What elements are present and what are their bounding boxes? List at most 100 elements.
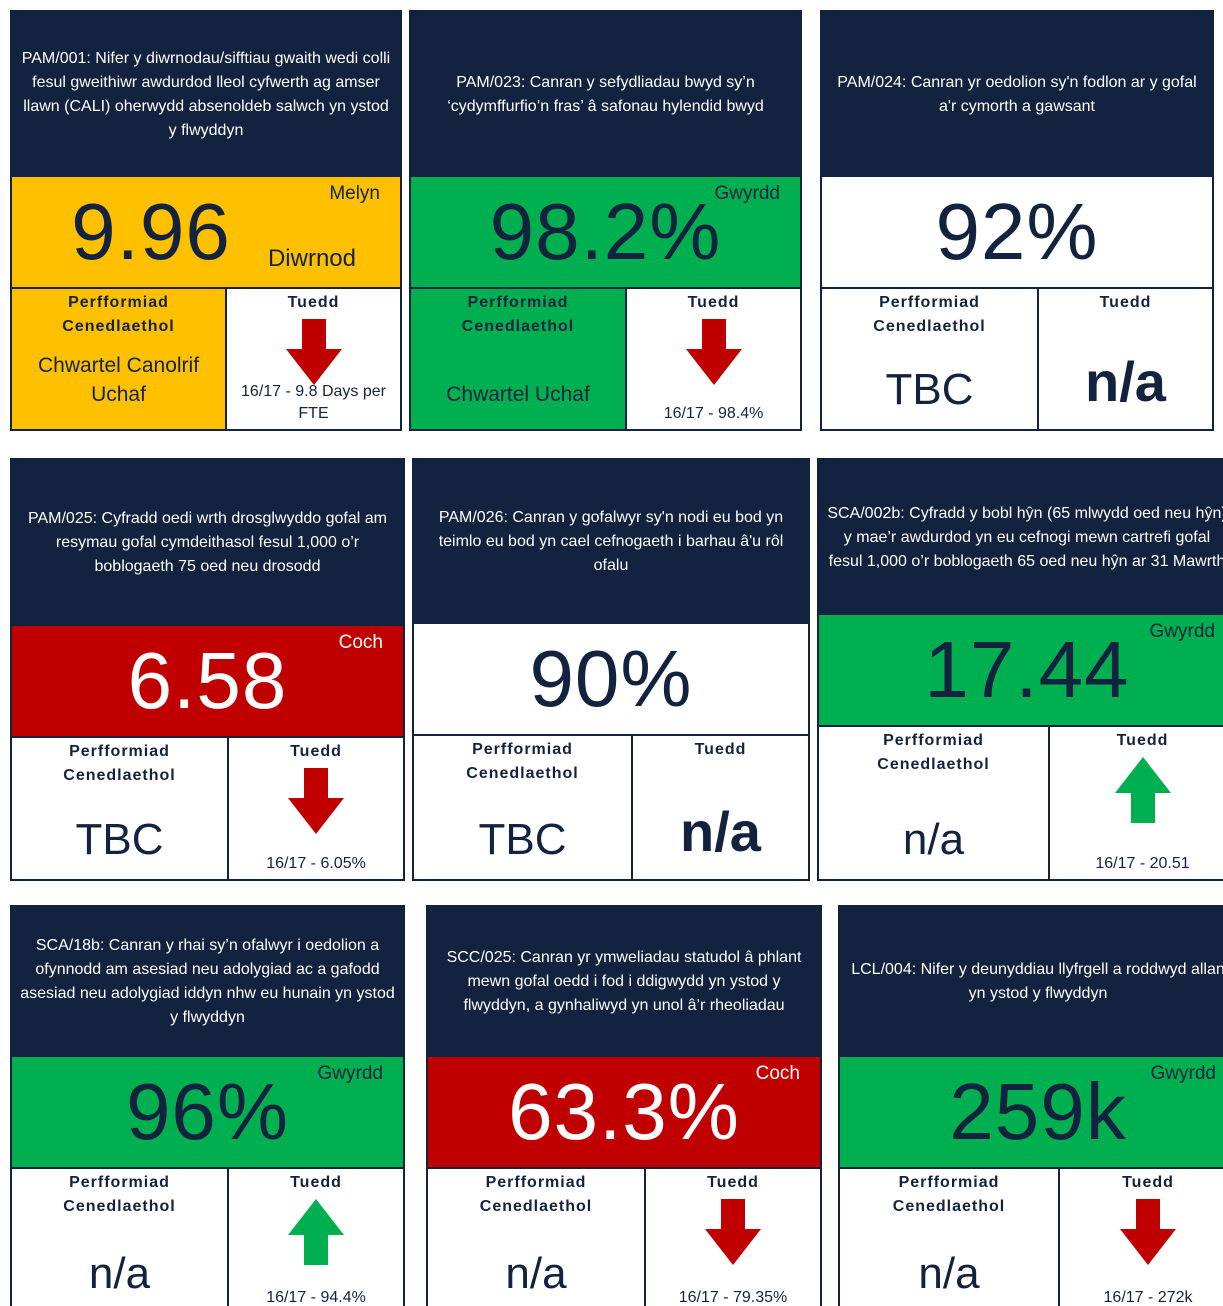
- trend-text: 16/17 - 79.35%: [678, 1289, 788, 1306]
- trend-arrow: [1120, 1199, 1176, 1265]
- arrow-shape: [685, 319, 742, 385]
- trend-cell: Tuedd 16/17 - 94.4%: [227, 1167, 403, 1306]
- value-band: 63.3% Coch: [428, 1057, 820, 1167]
- trend-arrow: [705, 1199, 761, 1265]
- kpi-card: PAM/023: Canran y sefydliadau bwyd sy’n …: [409, 10, 802, 431]
- national-heading: Perfformiad Cenedlaethol: [479, 1174, 593, 1215]
- kpi-title: SCA/18b: Canran y rhai sy’n ofalwyr i oe…: [12, 907, 403, 1057]
- trend-text: 16/17 - 94.4%: [266, 1289, 366, 1306]
- trend-cell: Tuedd 16/17 - 6.05%: [227, 736, 403, 879]
- trend-heading: Tuedd: [707, 1174, 759, 1191]
- kpi-title: PAM/024: Canran yr oedolion sy'n fodlon …: [822, 12, 1212, 177]
- arrow-shape: [288, 1199, 344, 1265]
- status-label: Melyn: [329, 183, 380, 204]
- status-label: Gwyrdd: [1150, 1063, 1216, 1084]
- national-value: n/a: [88, 1249, 151, 1298]
- status-label: Coch: [338, 632, 383, 653]
- arrow-shape: [288, 768, 344, 834]
- kpi-value: 17.44: [924, 625, 1130, 714]
- trend-heading: Tuedd: [290, 743, 342, 760]
- national-heading: Perfformiad Cenedlaethol: [892, 1174, 1006, 1215]
- trend-heading: Tuedd: [1122, 1174, 1174, 1191]
- kpi-card: SCA/18b: Canran y rhai sy’n ofalwyr i oe…: [10, 905, 405, 1306]
- trend-cell: Tuedd n/a: [631, 734, 808, 879]
- arrow-shape: [285, 319, 342, 385]
- national-value: n/a: [918, 1249, 980, 1298]
- national-value: Chwartel Canolrif Uchaf: [37, 354, 200, 406]
- kpi-title: PAM/026: Canran y gofalwyr sy'n nodi eu …: [414, 460, 808, 624]
- national-value: n/a: [505, 1249, 567, 1298]
- status-label: Gwyrdd: [317, 1063, 383, 1084]
- value-band: 17.44 Gwyrdd: [819, 615, 1223, 725]
- value-band: 6.58 Coch: [12, 626, 403, 736]
- status-label: Coch: [755, 1063, 800, 1084]
- national-heading: Perfformiad Cenedlaethol: [63, 1174, 176, 1215]
- trend-heading: Tuedd: [1116, 732, 1169, 749]
- national-cell: Perfformiad Cenedlaethol n/a: [819, 725, 1048, 879]
- value-band: 259k Gwyrdd: [840, 1057, 1223, 1167]
- national-cell: Perfformiad Cenedlaethol Chwartel Uchaf: [411, 287, 625, 429]
- national-heading: Perfformiad Cenedlaethol: [461, 294, 575, 335]
- trend-heading: Tuedd: [687, 294, 740, 311]
- trend-cell: Tuedd 16/17 - 98.4%: [625, 287, 800, 429]
- kpi-value: 92%: [935, 187, 1099, 276]
- unit-label: Diwrnod: [267, 245, 356, 272]
- national-value: Chwartel Uchaf: [446, 383, 590, 406]
- kpi-value: 96%: [125, 1067, 290, 1156]
- arrow-shape: [705, 1199, 761, 1265]
- trend-text: 16/17 - 20.51: [1095, 855, 1190, 872]
- national-cell: Perfformiad Cenedlaethol n/a: [12, 1167, 227, 1306]
- trend-text: 16/17 - 6.05%: [266, 855, 366, 872]
- national-cell: Perfformiad Cenedlaethol n/a: [840, 1167, 1058, 1306]
- trend-heading: Tuedd: [1099, 294, 1152, 311]
- national-heading: Perfformiad Cenedlaethol: [63, 743, 176, 784]
- trend-arrow: [288, 768, 344, 834]
- national-cell: Perfformiad Cenedlaethol TBC: [12, 736, 227, 879]
- trend-heading: Tuedd: [290, 1174, 342, 1191]
- national-heading: Perfformiad Cenedlaethol: [877, 732, 990, 773]
- trend-arrow: [285, 319, 342, 385]
- value-band: 98.2% Gwyrdd: [411, 177, 800, 287]
- kpi-value: 9.96: [71, 187, 231, 276]
- trend-text: 16/17 - 98.4%: [663, 405, 764, 422]
- value-band: 96% Gwyrdd: [12, 1057, 403, 1167]
- arrow-shape: [1120, 1199, 1176, 1265]
- kpi-title: SCC/025: Canran yr ymweliadau statudol â…: [428, 907, 820, 1057]
- national-value: TBC: [75, 815, 164, 864]
- kpi-value: 259k: [949, 1067, 1127, 1156]
- status-label: Gwyrdd: [714, 183, 780, 204]
- trend-cell: Tuedd 16/17 - 9.8 Days per FTE: [225, 287, 400, 429]
- kpi-card: PAM/001: Nifer y diwrnodau/sifftiau gwai…: [10, 10, 402, 431]
- trend-arrow: [288, 1199, 344, 1265]
- value-band: 92%: [822, 177, 1212, 287]
- national-heading: Perfformiad Cenedlaethol: [466, 741, 579, 782]
- kpi-card: PAM/026: Canran y gofalwyr sy'n nodi eu …: [412, 458, 810, 881]
- national-cell: Perfformiad Cenedlaethol Chwartel Canolri…: [12, 287, 225, 429]
- kpi-card: SCA/002b: Cyfradd y bobl hŷn (65 mlwydd …: [817, 458, 1223, 881]
- status-label: Gwyrdd: [1149, 621, 1215, 642]
- national-heading: Perfformiad Cenedlaethol: [873, 294, 986, 335]
- national-cell: Perfformiad Cenedlaethol TBC: [822, 287, 1037, 429]
- national-value: n/a: [902, 815, 965, 864]
- trend-arrow: [685, 319, 742, 385]
- trend-cell: Tuedd n/a: [1037, 287, 1212, 429]
- trend-text: 16/17 - 272k: [1103, 1289, 1193, 1306]
- kpi-card: PAM/024: Canran yr oedolion sy'n fodlon …: [820, 10, 1214, 431]
- kpi-card: LCL/004: Nifer y deunyddiau llyfrgell a …: [838, 905, 1223, 1306]
- kpi-title: SCA/002b: Cyfradd y bobl hŷn (65 mlwydd …: [819, 460, 1223, 615]
- national-value: TBC: [478, 815, 567, 864]
- value-band: 90%: [414, 624, 808, 734]
- trend-text: 16/17 - 9.8 Days per FTE: [241, 383, 386, 422]
- kpi-title: LCL/004: Nifer y deunyddiau llyfrgell a …: [840, 907, 1223, 1057]
- trend-heading: Tuedd: [287, 294, 340, 311]
- kpi-title: PAM/025: Cyfradd oedi wrth drosglwyddo g…: [12, 460, 403, 626]
- trend-heading: Tuedd: [694, 741, 747, 758]
- trend-text: n/a: [680, 800, 761, 863]
- kpi-card: PAM/025: Cyfradd oedi wrth drosglwyddo g…: [10, 458, 405, 881]
- trend-cell: Tuedd 16/17 - 20.51: [1048, 725, 1223, 879]
- kpi-card: SCC/025: Canran yr ymweliadau statudol â…: [426, 905, 822, 1306]
- trend-arrow: [1114, 757, 1171, 823]
- value-band: 9.96 Melyn Diwrnod: [12, 177, 400, 287]
- arrow-shape: [1114, 757, 1171, 823]
